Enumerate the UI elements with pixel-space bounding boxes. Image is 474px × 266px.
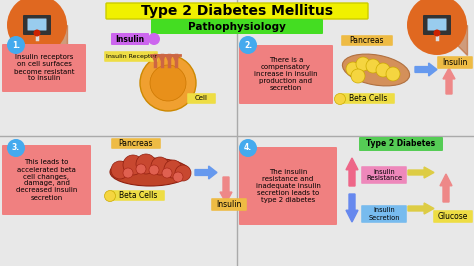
Circle shape xyxy=(376,63,390,77)
FancyBboxPatch shape xyxy=(23,15,51,35)
Circle shape xyxy=(7,139,25,157)
Circle shape xyxy=(111,161,129,179)
Circle shape xyxy=(346,62,360,76)
FancyBboxPatch shape xyxy=(341,93,395,104)
Circle shape xyxy=(149,165,159,175)
FancyBboxPatch shape xyxy=(428,19,447,31)
Circle shape xyxy=(356,57,370,71)
Polygon shape xyxy=(195,166,217,179)
Text: There is a
compensatory
increase in insulin
production and
secretion: There is a compensatory increase in insu… xyxy=(254,57,318,92)
Circle shape xyxy=(164,160,182,178)
FancyBboxPatch shape xyxy=(104,51,158,62)
Text: Pathophysiology: Pathophysiology xyxy=(188,22,286,31)
Text: This leads to
accelerated beta
cell changes,
damage, and
decreased insulin
secre: This leads to accelerated beta cell chan… xyxy=(16,160,77,201)
Circle shape xyxy=(104,190,116,202)
Circle shape xyxy=(434,30,440,36)
FancyBboxPatch shape xyxy=(433,210,473,223)
FancyBboxPatch shape xyxy=(239,147,337,225)
Text: Glucose: Glucose xyxy=(438,212,468,221)
Circle shape xyxy=(151,157,169,175)
Circle shape xyxy=(175,165,191,181)
Bar xyxy=(237,181,474,266)
Ellipse shape xyxy=(342,54,410,86)
Text: 1.: 1. xyxy=(12,40,20,49)
Circle shape xyxy=(136,154,156,174)
FancyBboxPatch shape xyxy=(361,205,407,223)
Polygon shape xyxy=(346,194,358,222)
Text: Insulin
Resistance: Insulin Resistance xyxy=(366,168,402,181)
FancyBboxPatch shape xyxy=(211,198,247,211)
Circle shape xyxy=(34,30,40,36)
FancyBboxPatch shape xyxy=(423,15,451,35)
Circle shape xyxy=(148,33,160,45)
Text: Insulin: Insulin xyxy=(216,200,242,209)
Bar xyxy=(237,0,474,181)
Polygon shape xyxy=(443,68,455,94)
Text: 2.: 2. xyxy=(244,40,252,49)
Circle shape xyxy=(7,36,25,54)
Polygon shape xyxy=(437,25,467,55)
Polygon shape xyxy=(408,203,434,214)
Text: 3.: 3. xyxy=(12,143,20,152)
Circle shape xyxy=(136,164,146,174)
Text: Insulin Receptor: Insulin Receptor xyxy=(106,54,156,59)
FancyBboxPatch shape xyxy=(359,137,443,151)
Text: Pancreas: Pancreas xyxy=(119,139,153,148)
FancyBboxPatch shape xyxy=(27,19,46,31)
Text: 4.: 4. xyxy=(244,143,252,152)
Text: Insulin
Secretion: Insulin Secretion xyxy=(368,207,400,221)
FancyBboxPatch shape xyxy=(2,44,86,92)
Text: Beta Cells: Beta Cells xyxy=(349,94,387,103)
Bar xyxy=(0,0,237,181)
Text: Insulin: Insulin xyxy=(442,58,468,67)
FancyBboxPatch shape xyxy=(437,56,473,69)
Text: Pancreas: Pancreas xyxy=(350,36,384,45)
Polygon shape xyxy=(346,158,358,186)
Polygon shape xyxy=(415,63,437,76)
Circle shape xyxy=(351,69,365,83)
FancyBboxPatch shape xyxy=(111,190,165,201)
Circle shape xyxy=(150,65,186,101)
FancyBboxPatch shape xyxy=(106,3,368,19)
Text: Insulin: Insulin xyxy=(116,35,145,44)
FancyBboxPatch shape xyxy=(2,145,91,215)
Polygon shape xyxy=(220,177,232,203)
FancyBboxPatch shape xyxy=(151,19,323,34)
Text: Beta Cells: Beta Cells xyxy=(119,191,157,200)
Circle shape xyxy=(407,0,467,55)
Circle shape xyxy=(366,59,380,73)
Circle shape xyxy=(386,67,400,81)
Circle shape xyxy=(335,94,346,105)
Polygon shape xyxy=(37,25,67,55)
Ellipse shape xyxy=(110,158,190,186)
Text: Cell: Cell xyxy=(195,95,208,102)
Circle shape xyxy=(7,0,67,55)
Circle shape xyxy=(162,168,172,178)
Text: The insulin
resistance and
inadequate insulin
secretion leads to
type 2 diabetes: The insulin resistance and inadequate in… xyxy=(255,169,320,203)
Bar xyxy=(0,181,237,266)
Text: Insulin receptors
on cell surfaces
become resistant
to insulin: Insulin receptors on cell surfaces becom… xyxy=(14,55,74,81)
Text: Type 2 Diabetes: Type 2 Diabetes xyxy=(366,139,436,148)
Circle shape xyxy=(123,168,133,178)
Circle shape xyxy=(173,172,183,182)
FancyBboxPatch shape xyxy=(111,33,149,45)
Polygon shape xyxy=(408,167,434,178)
Polygon shape xyxy=(440,174,452,202)
Circle shape xyxy=(239,36,257,54)
Circle shape xyxy=(239,139,257,157)
Circle shape xyxy=(123,155,143,175)
FancyBboxPatch shape xyxy=(239,45,333,104)
FancyBboxPatch shape xyxy=(361,166,407,184)
FancyBboxPatch shape xyxy=(111,138,161,149)
Text: Type 2 Diabetes Mellitus: Type 2 Diabetes Mellitus xyxy=(141,4,333,18)
Circle shape xyxy=(140,55,196,111)
FancyBboxPatch shape xyxy=(187,93,216,104)
FancyBboxPatch shape xyxy=(341,35,393,46)
